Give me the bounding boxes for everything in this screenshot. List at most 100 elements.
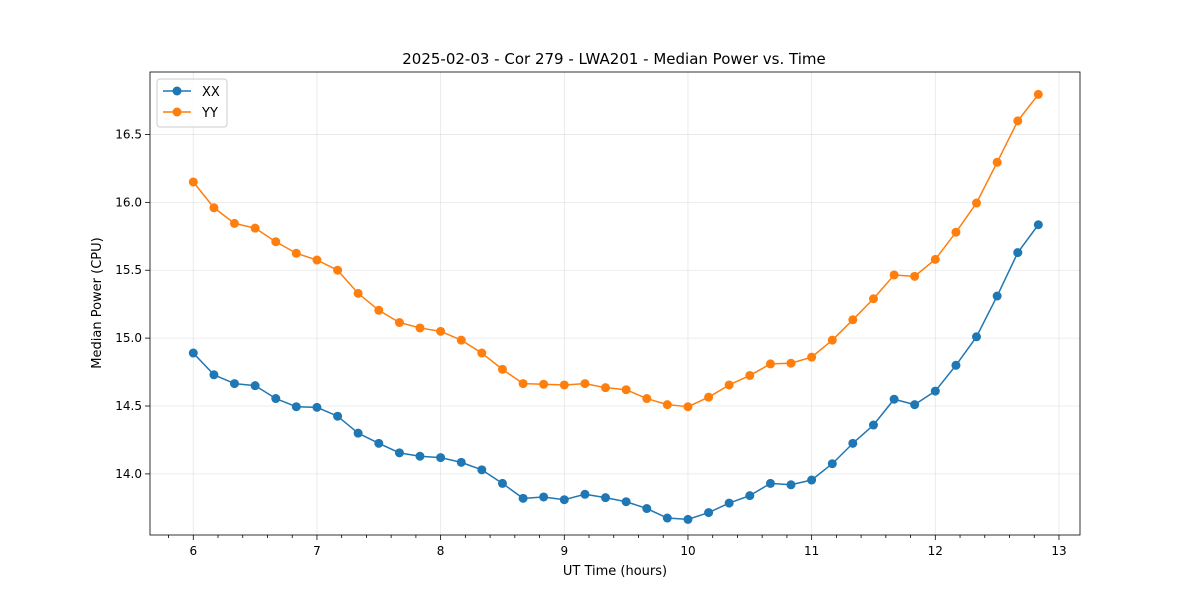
data-point-yy (580, 379, 590, 389)
data-point-yy (250, 223, 260, 233)
data-point-yy (353, 288, 363, 298)
data-point-yy (642, 394, 652, 404)
data-point-yy (312, 255, 322, 265)
data-point-yy (291, 248, 301, 258)
data-point-xx (621, 497, 631, 507)
data-point-yy (930, 254, 940, 264)
data-point-xx (539, 492, 549, 502)
data-point-xx (250, 381, 260, 391)
data-point-xx (1013, 248, 1023, 258)
data-point-xx (353, 428, 363, 438)
data-point-xx (807, 475, 817, 485)
data-point-xx (497, 478, 507, 488)
data-point-yy (456, 335, 466, 345)
y-tick-label: 15.0 (115, 331, 142, 345)
data-point-xx (477, 465, 487, 475)
legend-label-xx: XX (202, 85, 220, 100)
data-point-yy (910, 271, 920, 281)
x-tick-label: 8 (437, 544, 445, 558)
data-point-yy (868, 294, 878, 304)
data-point-xx (229, 379, 239, 389)
data-point-yy (271, 237, 281, 247)
data-point-yy (745, 370, 755, 380)
data-point-xx (456, 457, 466, 467)
data-point-xx (827, 459, 837, 469)
data-point-yy (600, 383, 610, 393)
x-tick-label: 9 (560, 544, 568, 558)
y-tick-label: 16.0 (115, 195, 142, 209)
data-point-xx (765, 478, 775, 488)
data-point-xx (436, 453, 446, 463)
plot-frame (149, 71, 1081, 536)
x-axis-label: UT Time (hours) (563, 564, 667, 579)
data-point-xx (930, 386, 940, 396)
data-point-xx (209, 370, 219, 380)
data-point-xx (374, 438, 384, 448)
data-point-yy (1033, 89, 1043, 99)
data-point-yy (229, 218, 239, 228)
data-point-yy (683, 402, 693, 412)
data-point-yy (209, 203, 219, 213)
data-point-yy (539, 379, 549, 389)
data-point-yy (374, 305, 384, 315)
data-point-yy (477, 348, 487, 358)
tick-layer: 6 7 8 9 10 11 12 13 14.0 14.5 15.0 15.5 16.0 16.5 (115, 127, 1066, 558)
data-point-xx (291, 402, 301, 412)
series-layer (188, 89, 1043, 524)
data-point-yy (848, 315, 858, 325)
legend-marker-xx (172, 86, 182, 96)
x-tick-label: 10 (680, 544, 695, 558)
data-point-xx (333, 411, 343, 421)
data-point-xx (1033, 220, 1043, 230)
x-tick-label: 13 (1051, 544, 1066, 558)
x-tick-label: 11 (804, 544, 819, 558)
y-tick-label: 15.5 (115, 263, 142, 277)
data-point-yy (394, 318, 404, 328)
data-point-yy (765, 359, 775, 369)
data-point-xx (889, 394, 899, 404)
data-point-xx (559, 495, 569, 505)
data-point-yy (415, 323, 425, 333)
legend: XX YY (156, 78, 228, 128)
legend-label-yy: YY (201, 106, 218, 121)
data-point-yy (497, 364, 507, 374)
data-point-xx (312, 402, 322, 412)
data-point-yy (559, 380, 569, 390)
data-point-yy (518, 379, 528, 389)
x-tick-label: 6 (189, 544, 197, 558)
data-point-xx (971, 332, 981, 342)
data-point-yy (333, 265, 343, 275)
data-point-xx (600, 493, 610, 503)
x-tick-label: 7 (313, 544, 321, 558)
data-point-yy (807, 352, 817, 362)
data-point-yy (992, 157, 1002, 167)
data-point-yy (662, 400, 672, 410)
data-point-yy (889, 270, 899, 280)
data-point-xx (683, 514, 693, 524)
data-point-xx (868, 420, 878, 430)
data-point-xx (271, 394, 281, 404)
data-point-yy (971, 198, 981, 208)
chart-title: 2025-02-03 - Cor 279 - LWA201 - Median P… (402, 50, 826, 68)
data-point-yy (436, 326, 446, 336)
y-tick-label: 14.5 (115, 399, 142, 413)
grid-layer (150, 72, 1080, 535)
data-point-xx (188, 348, 198, 358)
data-point-xx (910, 400, 920, 410)
y-tick-label: 14.0 (115, 467, 142, 481)
data-point-xx (415, 451, 425, 461)
y-tick-label: 16.5 (115, 127, 142, 141)
data-point-xx (394, 448, 404, 458)
data-point-xx (786, 480, 796, 490)
data-point-yy (951, 227, 961, 237)
data-point-xx (745, 491, 755, 501)
data-point-yy (827, 335, 837, 345)
x-tick-label: 12 (928, 544, 943, 558)
data-point-xx (848, 438, 858, 448)
data-point-xx (992, 291, 1002, 301)
data-point-yy (621, 385, 631, 395)
data-point-yy (704, 392, 714, 402)
y-axis-label: Median Power (CPU) (90, 237, 105, 368)
